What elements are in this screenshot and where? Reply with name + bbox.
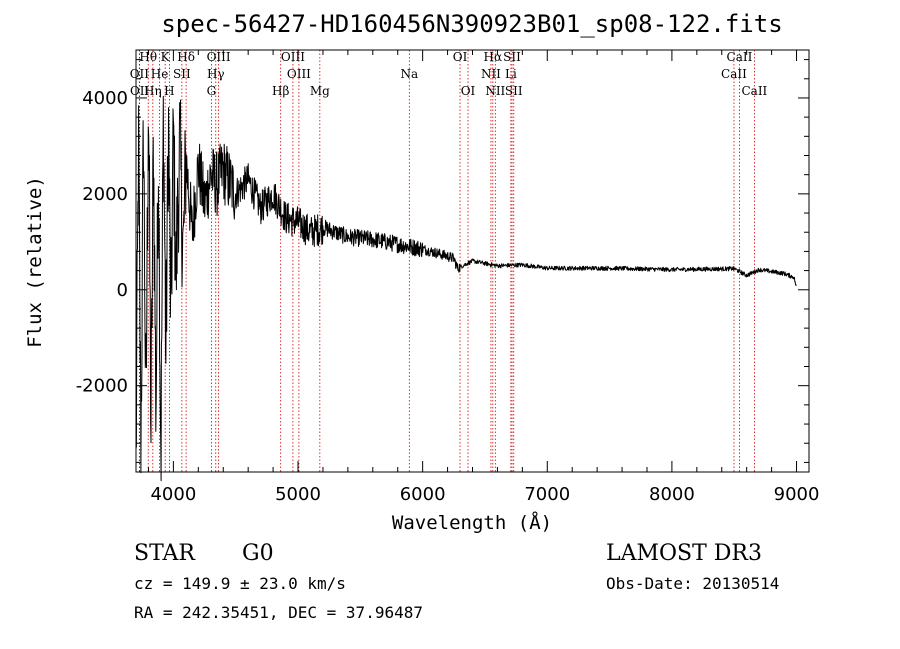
spectral-line-label: OIII <box>207 50 231 64</box>
chart-title: spec-56427-HD160456N390923B01_sp08-122.f… <box>161 10 782 38</box>
coordinates-text: RA = 242.35451, DEC = 37.96487 <box>134 603 423 622</box>
y-axis-label: Flux (relative) <box>24 176 46 348</box>
spectral-line-label: OIII <box>281 50 305 64</box>
spectral-line-label: Hδ <box>177 50 195 64</box>
spectral-line-label: K <box>161 50 171 64</box>
object-class: STAR <box>134 541 196 566</box>
spectral-line-label: Hα <box>484 50 503 64</box>
object-subclass: G0 <box>242 541 274 566</box>
x-tick-label: 8000 <box>649 484 695 505</box>
x-tick-label: 9000 <box>774 484 820 505</box>
spectral-line-label: NII <box>485 84 505 98</box>
spectral-line-label: OI <box>461 84 476 98</box>
spectral-line-label: G <box>207 84 217 98</box>
spectral-line-label: CaII <box>727 50 753 64</box>
x-axis-label: Wavelength (Å) <box>392 511 552 534</box>
spectral-line-label: OII <box>130 67 150 81</box>
plot-frame <box>135 49 810 473</box>
survey-name: LAMOST DR3 <box>606 541 762 566</box>
y-tick-label: 2000 <box>82 184 128 205</box>
spectral-line-label: OIII <box>287 67 311 81</box>
x-tick-label: 5000 <box>275 484 321 505</box>
spectral-line-label: NII <box>481 67 501 81</box>
spectral-line-label: Na <box>400 67 418 81</box>
plot-area: 4000 5000 6000 7000 8000 9000 -2000 0 2000 4000 Hθ… <box>76 49 820 505</box>
spectral-line-label: OII <box>130 84 150 98</box>
spectral-line-label: He <box>151 67 169 81</box>
spectral-line-label: Hη <box>144 84 162 98</box>
spectral-line-label: CaII <box>721 67 747 81</box>
spectral-line-label: Li <box>505 67 517 81</box>
y-tick-label: 0 <box>117 280 128 301</box>
y-tick-label: 4000 <box>82 88 128 109</box>
spectrum-line <box>135 95 797 482</box>
spectral-line-label: SII <box>503 50 521 64</box>
spectral-line-label: Hβ <box>272 84 289 98</box>
spectral-line-label: Hθ <box>139 50 157 64</box>
spectral-line-label: CaII <box>741 84 767 98</box>
redshift-text: cz = 149.9 ± 23.0 km/s <box>134 574 346 593</box>
spectral-line-label: Mg <box>310 84 330 98</box>
x-tick-label: 6000 <box>400 484 446 505</box>
spectral-line-label: H <box>164 84 174 98</box>
spectral-line-label: SII <box>173 67 191 81</box>
obs-date-text: Obs-Date: 20130514 <box>606 574 779 593</box>
spectral-line-label: Hγ <box>207 67 225 81</box>
spectral-line-label: SII <box>505 84 523 98</box>
x-tick-label: 4000 <box>150 484 196 505</box>
x-tick-label: 7000 <box>524 484 570 505</box>
y-tick-label: -2000 <box>76 376 128 397</box>
spectral-line-label: OI <box>453 50 468 64</box>
